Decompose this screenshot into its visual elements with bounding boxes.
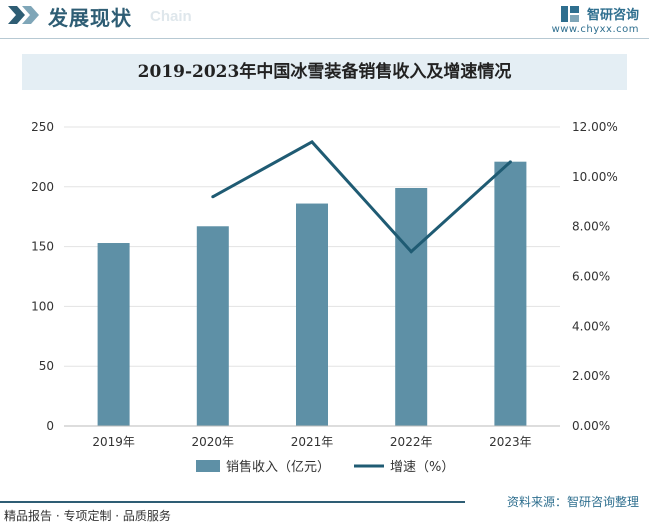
y-left-tick-label: 150: [31, 240, 54, 254]
double-chevron-icon: [8, 6, 39, 24]
bar: [97, 243, 130, 426]
y-right-tick-label: 12.00%: [572, 120, 618, 134]
chart-title: 2019-2023年中国冰雪装备销售收入及增速情况: [137, 62, 512, 82]
x-tick-label: 2022年: [390, 435, 433, 449]
y-right-tick-label: 10.00%: [572, 170, 618, 184]
y-left-tick-label: 0: [46, 419, 54, 433]
y-left-tick-label: 250: [31, 120, 54, 134]
section-subtitle: Chain: [150, 8, 192, 25]
y-left-tick-label: 200: [31, 180, 54, 194]
x-tick-label: 2020年: [192, 435, 235, 449]
x-tick-label: 2019年: [92, 435, 135, 449]
brand-url[interactable]: www.chyxx.com: [551, 23, 639, 35]
growth-point: [409, 250, 413, 254]
growth-point: [508, 160, 512, 164]
growth-point: [211, 195, 215, 199]
section-title: 发展现状: [48, 6, 132, 30]
y-right-tick-label: 6.00%: [572, 270, 610, 284]
bar: [196, 226, 229, 426]
chart-title-band: 2019-2023年中国冰雪装备销售收入及增速情况: [22, 54, 627, 90]
legend-line-label: 增速（%）: [390, 460, 454, 475]
y-right-tick-label: 8.00%: [572, 220, 610, 234]
legend-bar-label: 销售收入（亿元）: [226, 459, 330, 475]
bar: [395, 187, 428, 426]
footer-source: 资料来源：智研咨询整理: [506, 495, 639, 509]
brand-name: 智研咨询: [586, 8, 639, 23]
header-divider: [0, 38, 649, 39]
x-tick-label: 2023年: [489, 435, 532, 449]
brand-logo-icon: [560, 5, 579, 22]
y-left-tick-label: 50: [39, 359, 54, 373]
bar: [296, 203, 328, 426]
x-tick-label: 2021年: [291, 435, 334, 449]
y-right-tick-label: 0.00%: [572, 419, 610, 433]
y-right-tick-label: 2.00%: [572, 369, 610, 383]
y-left-tick-label: 100: [31, 299, 54, 313]
growth-point: [310, 140, 314, 144]
bar: [494, 161, 527, 426]
growth-line: [212, 140, 512, 254]
legend-bar-swatch: [196, 460, 220, 472]
footer-slogan: 精品报告 · 专项定制 · 品质服务: [4, 509, 171, 523]
y-right-tick-label: 4.00%: [572, 319, 610, 333]
brand: 智研咨询 www.chyxx.com: [552, 3, 639, 35]
header: 发展现状 Chain 智研咨询 www.chyxx.com: [0, 0, 649, 39]
footer-divider: [0, 501, 465, 503]
